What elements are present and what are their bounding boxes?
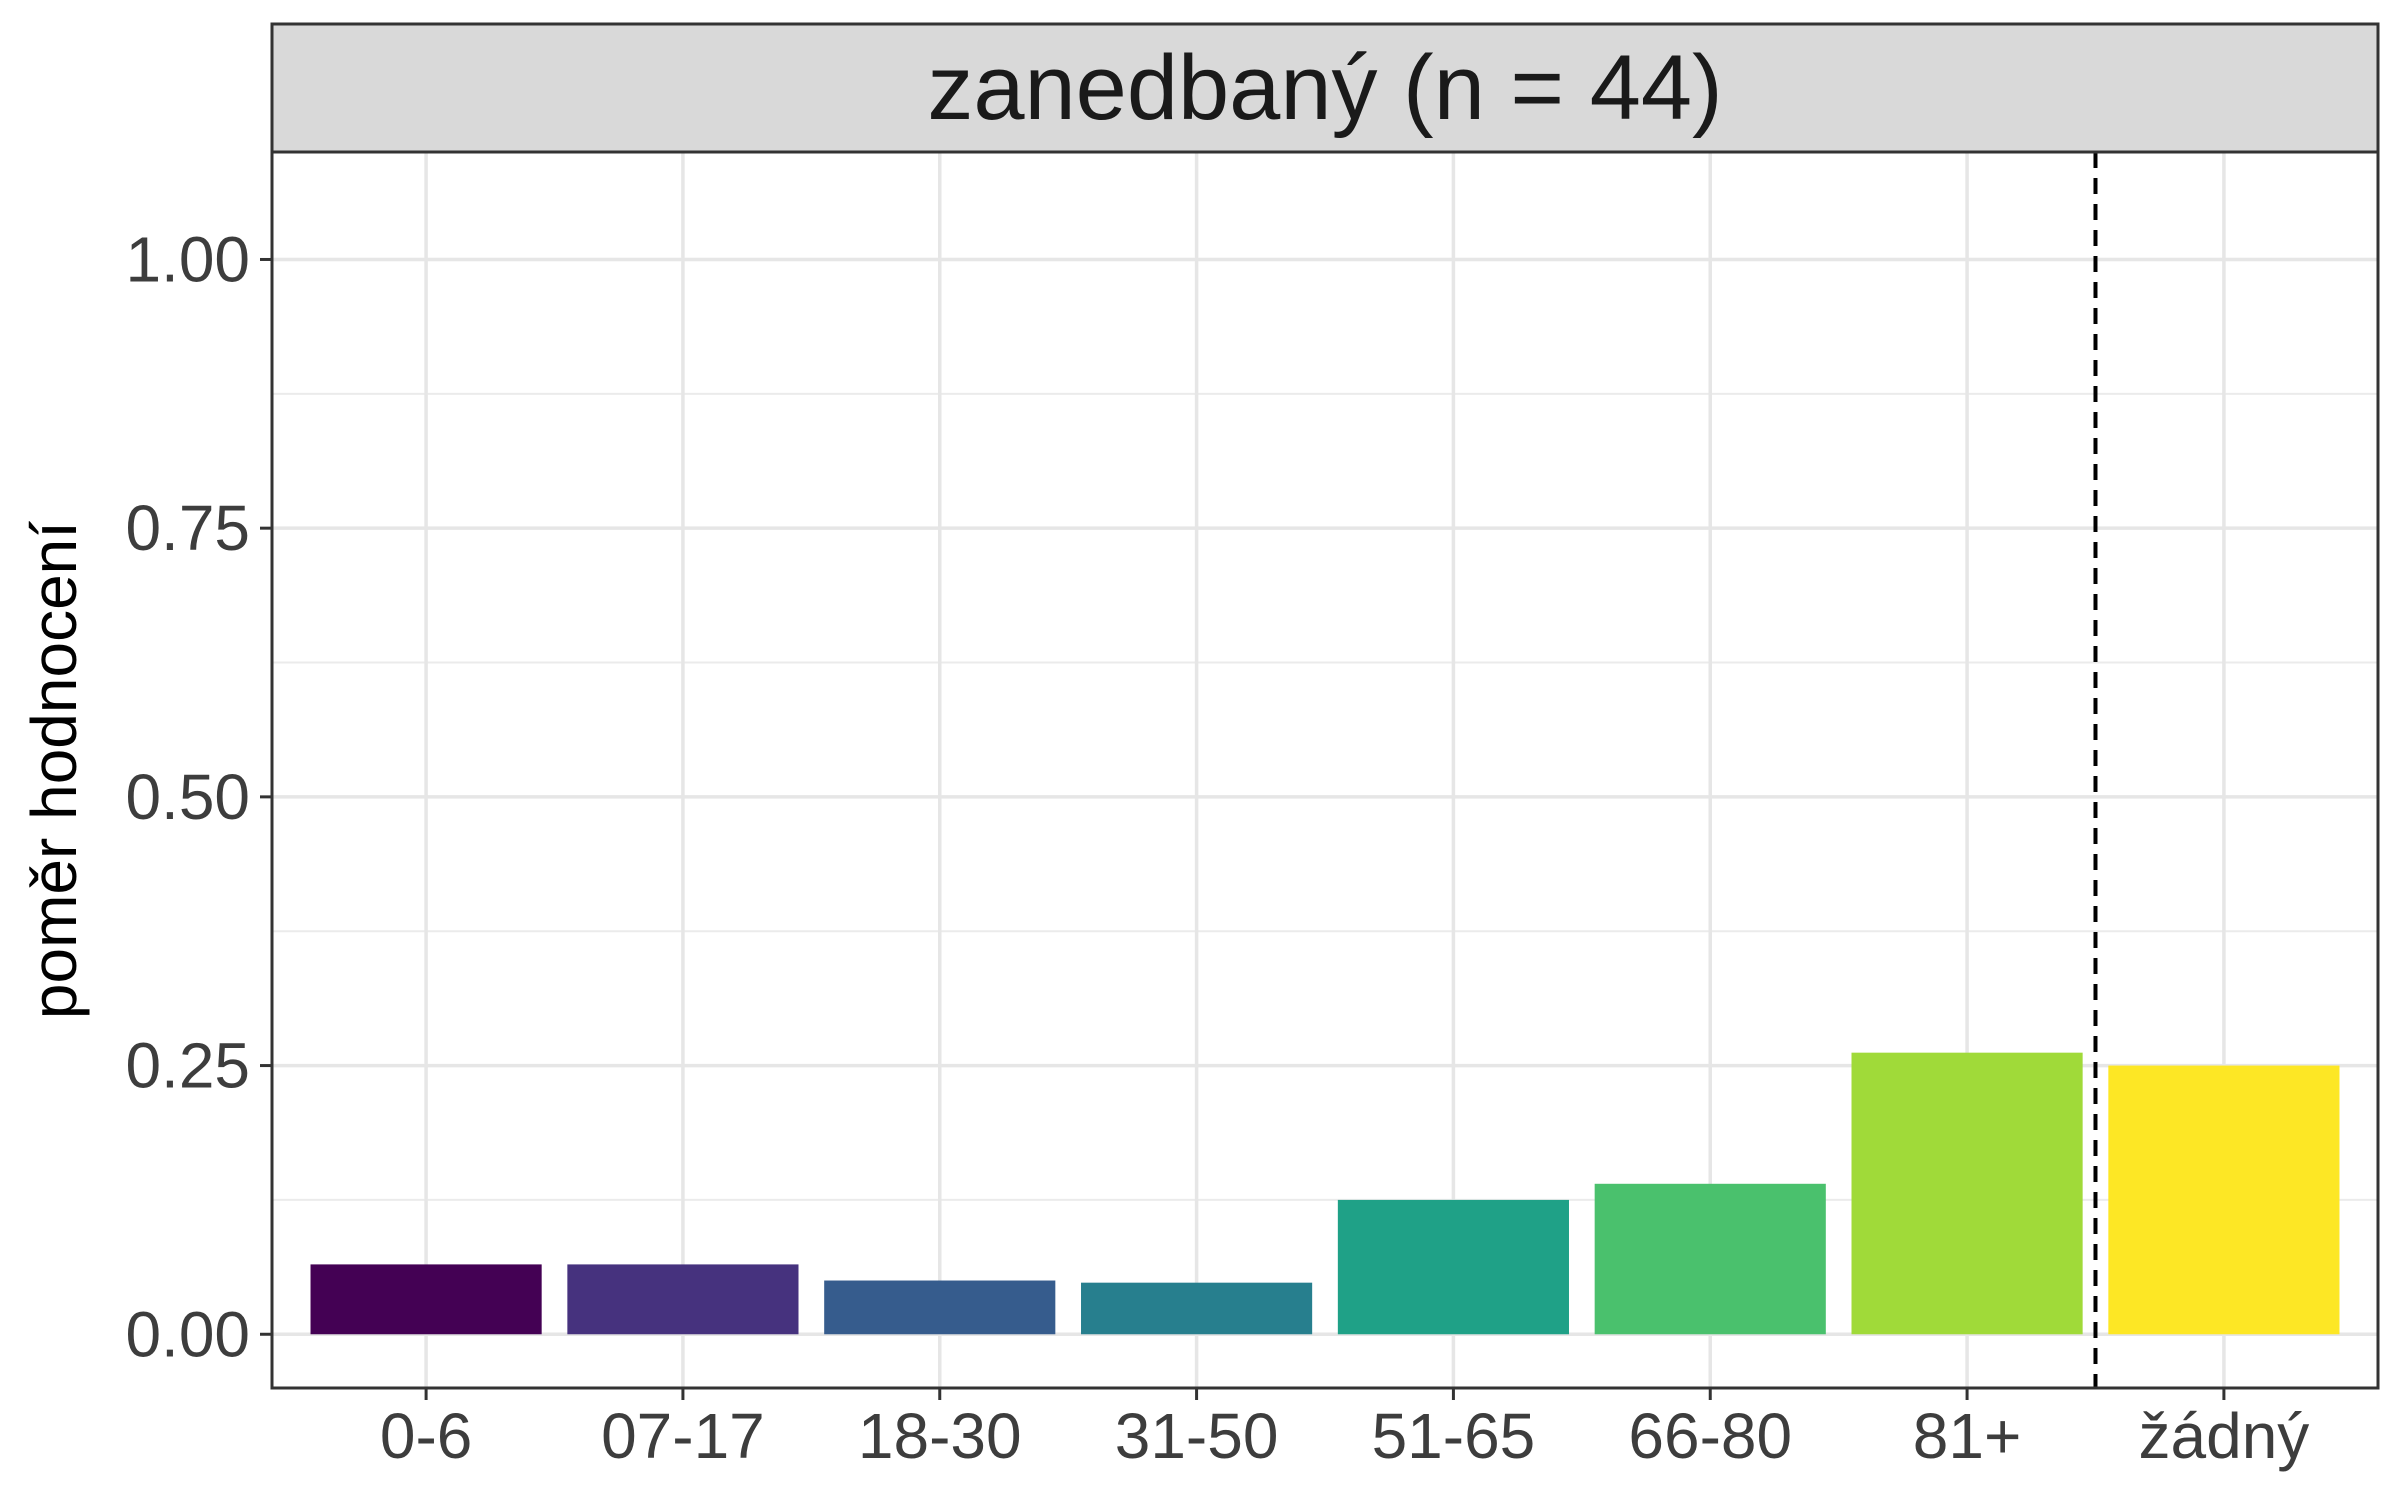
bars xyxy=(310,1052,2340,1335)
facet-strip-background xyxy=(270,22,2380,154)
bar-0-6 xyxy=(310,1264,542,1335)
y-tick-label: 0.50 xyxy=(125,761,250,833)
x-tick-label: 66-80 xyxy=(1628,1400,1792,1472)
bar-žádný xyxy=(2108,1065,2340,1335)
y-tick-label: 0.75 xyxy=(125,492,250,564)
x-tick-label: 0-6 xyxy=(380,1400,473,1472)
bar-81+ xyxy=(1851,1052,2083,1335)
y-axis-title: poměr hodnocení xyxy=(18,521,90,1019)
bar-18-30 xyxy=(824,1280,1056,1335)
y-axis: 0.00 0.25 0.50 0.75 1.00 xyxy=(125,223,272,1370)
y-tick-label: 0.25 xyxy=(125,1030,250,1102)
y-tick-label: 1.00 xyxy=(125,223,250,295)
bar-07-17 xyxy=(567,1264,799,1335)
x-axis: 0-6 07-17 18-30 31-50 51-65 66-80 81+ žádný xyxy=(380,1388,2309,1472)
x-tick-label: 81+ xyxy=(1913,1400,2022,1472)
bar-66-80 xyxy=(1594,1183,1826,1335)
panel-border xyxy=(270,150,2380,1390)
facet-title: zanedbaný (n = 44) xyxy=(927,37,1722,139)
bar-51-65 xyxy=(1337,1199,1569,1335)
x-tick-label: žádný xyxy=(2139,1400,2310,1472)
bar-31-50 xyxy=(1081,1282,1313,1335)
x-tick-label: 51-65 xyxy=(1372,1400,1536,1472)
x-tick-label: 07-17 xyxy=(601,1400,765,1472)
x-tick-label: 31-50 xyxy=(1115,1400,1279,1472)
x-tick-label: 18-30 xyxy=(858,1400,1022,1472)
y-tick-label: 0.00 xyxy=(125,1298,250,1370)
facet-strip: zanedbaný (n = 44) xyxy=(270,22,2380,154)
plot-panel xyxy=(270,150,2380,1390)
